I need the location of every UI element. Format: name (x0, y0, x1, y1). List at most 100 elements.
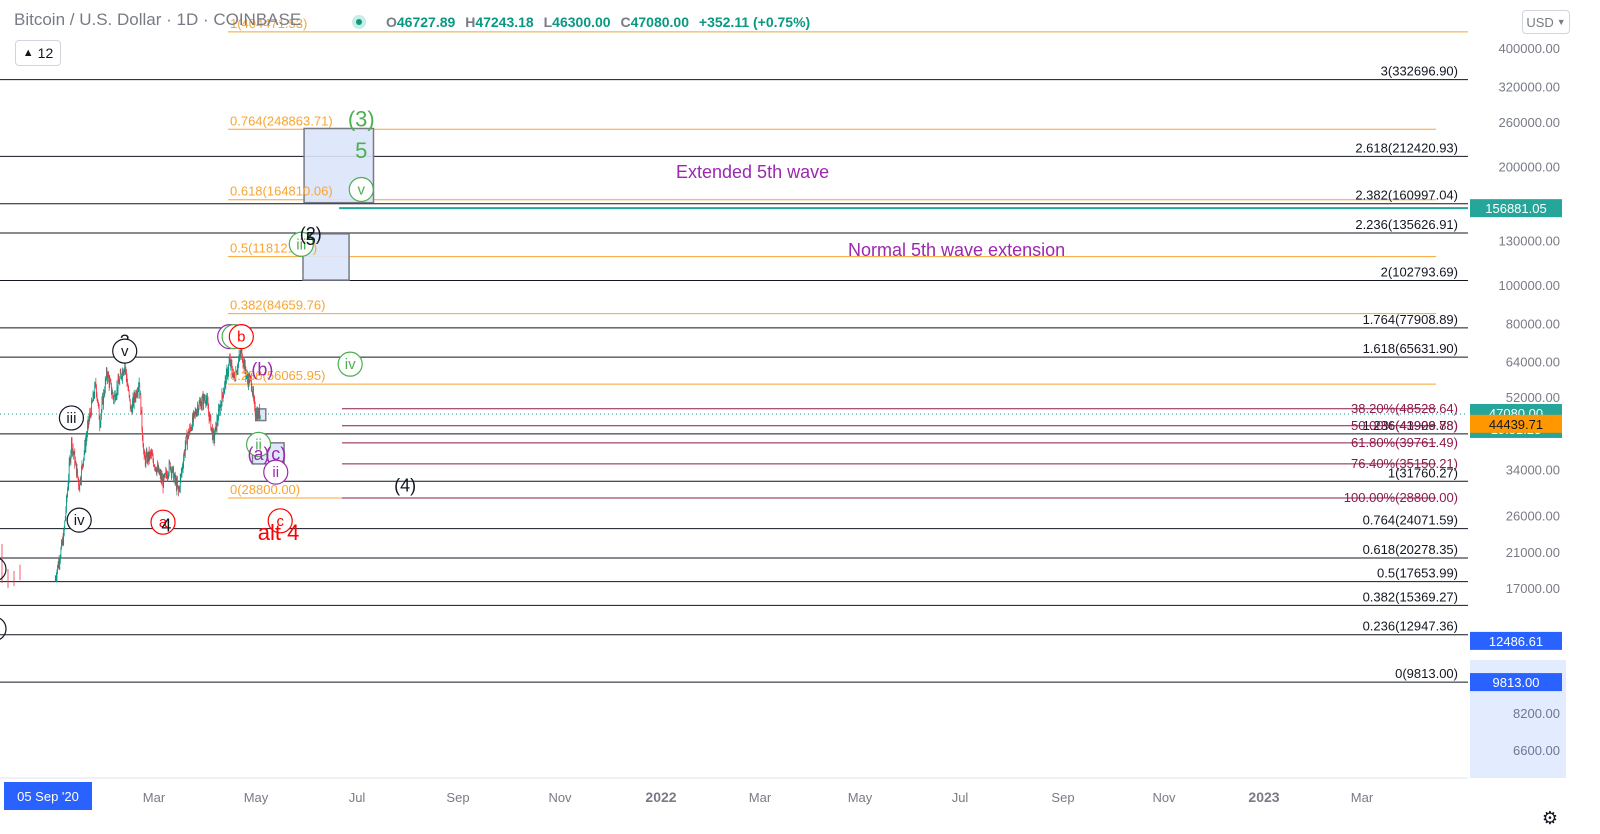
candle-body (189, 427, 190, 433)
candle-body (129, 395, 131, 400)
wave-label: 5 (306, 229, 316, 249)
candle-body (256, 411, 258, 418)
candle-body (68, 463, 70, 479)
candle-body (197, 406, 199, 413)
price-tick-label: 64000.00 (1506, 354, 1560, 369)
candle-body (127, 383, 128, 386)
wave-label: ii (272, 464, 279, 481)
wave-label: ii (255, 436, 262, 453)
wave-label-circle (66, 507, 92, 533)
candle-body (99, 423, 101, 427)
candle-body (82, 464, 84, 465)
candle-body (89, 412, 91, 419)
chevron-up-icon: ▲ (22, 47, 34, 59)
candle-body (181, 468, 183, 473)
gear-icon[interactable]: ⚙ (1541, 808, 1559, 828)
candle-body (113, 396, 115, 401)
candle-body (220, 404, 222, 406)
candle-body (103, 392, 105, 395)
candle-body (111, 392, 113, 394)
candle-body (71, 438, 73, 451)
candle-body (202, 396, 203, 399)
candle-body (94, 383, 96, 386)
candle-body (170, 467, 172, 470)
time-tick-label: Mar (1351, 790, 1374, 805)
candle-body (98, 406, 100, 420)
candle-body (192, 416, 193, 430)
candle-body (65, 510, 67, 517)
candle-body (257, 411, 259, 420)
open-value: 46727.89 (396, 14, 456, 30)
candle-body (234, 379, 236, 381)
candle-body (174, 474, 175, 477)
candle-body (203, 395, 204, 406)
currency-label: USD (1526, 14, 1554, 30)
candle-body (196, 410, 198, 416)
candle-body (72, 448, 74, 452)
wave-label: iii (296, 236, 306, 253)
time-tick-label: Jul (349, 790, 366, 805)
candle-body (104, 391, 106, 395)
candle-body (233, 372, 235, 378)
candle-body (167, 475, 169, 477)
candle-body (224, 382, 225, 390)
wave-label-circle (245, 431, 272, 458)
symbol-title[interactable]: Bitcoin / U.S. Dollar · 1D · COINBASE (14, 10, 302, 29)
market-open-indicator (352, 15, 366, 29)
fib-extension-label: 1.764(77908.89) (1363, 312, 1458, 327)
box-label: Extended 5th wave (676, 162, 829, 182)
candle-body (221, 392, 223, 407)
candle-body (231, 360, 232, 365)
candle-body (180, 474, 182, 479)
candle-body (61, 541, 63, 545)
candle-body (144, 457, 146, 464)
candle-body (114, 393, 116, 397)
candle-body (62, 538, 64, 545)
candle-body (87, 419, 89, 426)
candle-body (68, 478, 69, 486)
candle-body (171, 467, 172, 475)
candle-body (175, 479, 177, 482)
wave-label: iv (74, 512, 85, 529)
candle-body (227, 372, 229, 377)
fib-retracement-label: 0.618(164810.06) (230, 184, 333, 199)
candle-body (119, 372, 121, 379)
candle-body (116, 394, 117, 398)
candle-body (224, 378, 226, 383)
interval-selector[interactable]: ▲ 12 (15, 40, 61, 66)
candle-body (112, 392, 113, 394)
candle-body (118, 378, 119, 383)
retracement-label: 38.20%(48528.64) (1351, 401, 1458, 416)
candle-body (205, 401, 207, 403)
candle-body (214, 434, 215, 440)
candle-body (229, 358, 231, 365)
candle-body (248, 375, 250, 383)
candle-body (212, 430, 214, 440)
candle-body (210, 415, 212, 430)
currency-selector[interactable]: USD ▼ (1522, 10, 1570, 34)
low-value: 46300.00 (552, 14, 611, 30)
price-tick-label: 21000.00 (1506, 545, 1560, 560)
candle-body (239, 355, 240, 357)
candle-body (88, 419, 89, 423)
candle-body (151, 453, 153, 456)
candle-body (249, 376, 251, 378)
wave-label: (2) (300, 224, 322, 244)
candle-body (163, 475, 165, 477)
price-tick-label: 34000.00 (1506, 463, 1560, 478)
price-badge (1470, 673, 1562, 692)
candle-body (179, 487, 180, 489)
candle-body (218, 408, 220, 410)
candle-body (73, 451, 74, 455)
candle-body (138, 386, 139, 389)
candle-body (164, 473, 166, 477)
candle-body (236, 371, 237, 375)
candle-body (77, 476, 79, 480)
candle-body (208, 409, 209, 413)
candle-body (182, 467, 183, 469)
wave-label: v (358, 181, 366, 198)
candle-body (122, 370, 124, 375)
candle-body (55, 578, 57, 580)
candle-body (241, 347, 242, 351)
